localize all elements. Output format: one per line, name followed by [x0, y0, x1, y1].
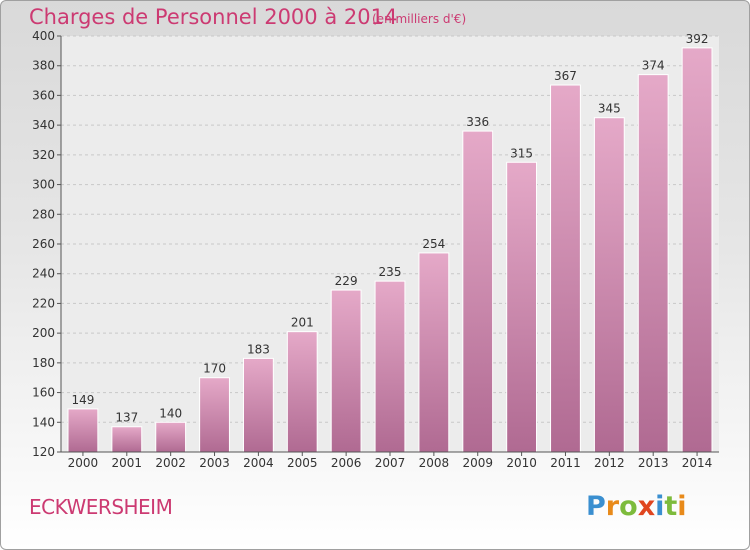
bar — [681, 47, 713, 453]
x-tick-label: 2001 — [112, 456, 143, 470]
y-tick-label: 120 — [32, 445, 55, 459]
bar — [155, 421, 187, 453]
data-label: 149 — [71, 393, 94, 407]
chart-subtitle: (en milliers d'€) — [372, 12, 467, 26]
data-label: 336 — [466, 115, 489, 129]
x-tick-label: 2012 — [594, 456, 625, 470]
y-tick-label: 400 — [32, 29, 55, 43]
y-tick-label: 200 — [32, 326, 55, 340]
bar — [593, 117, 625, 453]
x-tick-label: 2013 — [638, 456, 669, 470]
y-tick-label: 140 — [32, 415, 55, 429]
bar — [67, 408, 99, 453]
y-tick-label: 180 — [32, 356, 55, 370]
logo-letter: P — [586, 491, 606, 522]
y-tick-label: 360 — [32, 88, 55, 102]
y-tick-label: 260 — [32, 237, 55, 251]
logo-letter: x — [637, 491, 656, 522]
bar — [374, 280, 406, 453]
bar — [462, 130, 494, 453]
x-tick-label: 2007 — [375, 456, 406, 470]
x-tick-label: 2011 — [550, 456, 581, 470]
y-tick-label: 160 — [32, 386, 55, 400]
x-tick-label: 2009 — [462, 456, 493, 470]
x-tick-label: 2010 — [506, 456, 537, 470]
x-tick-label: 2002 — [155, 456, 186, 470]
y-tick-label: 240 — [32, 267, 55, 281]
logo-letter: r — [605, 491, 620, 522]
data-label: 170 — [203, 362, 226, 376]
data-label: 201 — [291, 316, 314, 330]
logo-letter: i — [677, 491, 687, 522]
bar — [550, 84, 581, 453]
x-tick-label: 2003 — [199, 456, 230, 470]
x-tick-label: 2005 — [287, 456, 318, 470]
data-label: 137 — [115, 411, 138, 425]
y-tick-label: 320 — [32, 148, 55, 162]
proxiti-logo: Proxiti — [586, 491, 687, 522]
x-tick-label: 2000 — [68, 456, 99, 470]
logo-letter: o — [619, 491, 638, 522]
data-label: 140 — [159, 406, 182, 420]
data-label: 229 — [335, 274, 358, 288]
logo-letter: t — [664, 491, 678, 522]
bar — [199, 377, 230, 453]
data-label: 374 — [642, 59, 665, 73]
commune-name: ECKWERSHEIM — [29, 495, 173, 519]
bar — [111, 426, 143, 453]
x-tick-label: 2014 — [682, 456, 713, 470]
y-tick-label: 300 — [32, 178, 55, 192]
x-tick-label: 2004 — [243, 456, 274, 470]
bar — [286, 331, 318, 453]
chart-title: Charges de Personnel 2000 à 2014 — [29, 5, 398, 29]
y-tick-label: 380 — [32, 59, 55, 73]
x-tick-label: 2006 — [331, 456, 362, 470]
bar — [242, 357, 274, 453]
y-tick-label: 280 — [32, 207, 55, 221]
y-tick-label: 340 — [32, 118, 55, 132]
data-label: 315 — [510, 146, 533, 160]
logo-letter: i — [655, 491, 665, 522]
data-label: 183 — [247, 342, 270, 356]
data-label: 367 — [554, 69, 577, 83]
bar — [637, 74, 669, 453]
data-label: 345 — [598, 102, 621, 116]
bar — [330, 289, 362, 453]
data-label: 235 — [379, 265, 402, 279]
bar — [506, 161, 538, 453]
data-label: 254 — [422, 237, 445, 251]
bar — [418, 252, 450, 453]
data-label: 392 — [686, 32, 709, 46]
y-tick-label: 220 — [32, 296, 55, 310]
x-tick-label: 2008 — [419, 456, 450, 470]
